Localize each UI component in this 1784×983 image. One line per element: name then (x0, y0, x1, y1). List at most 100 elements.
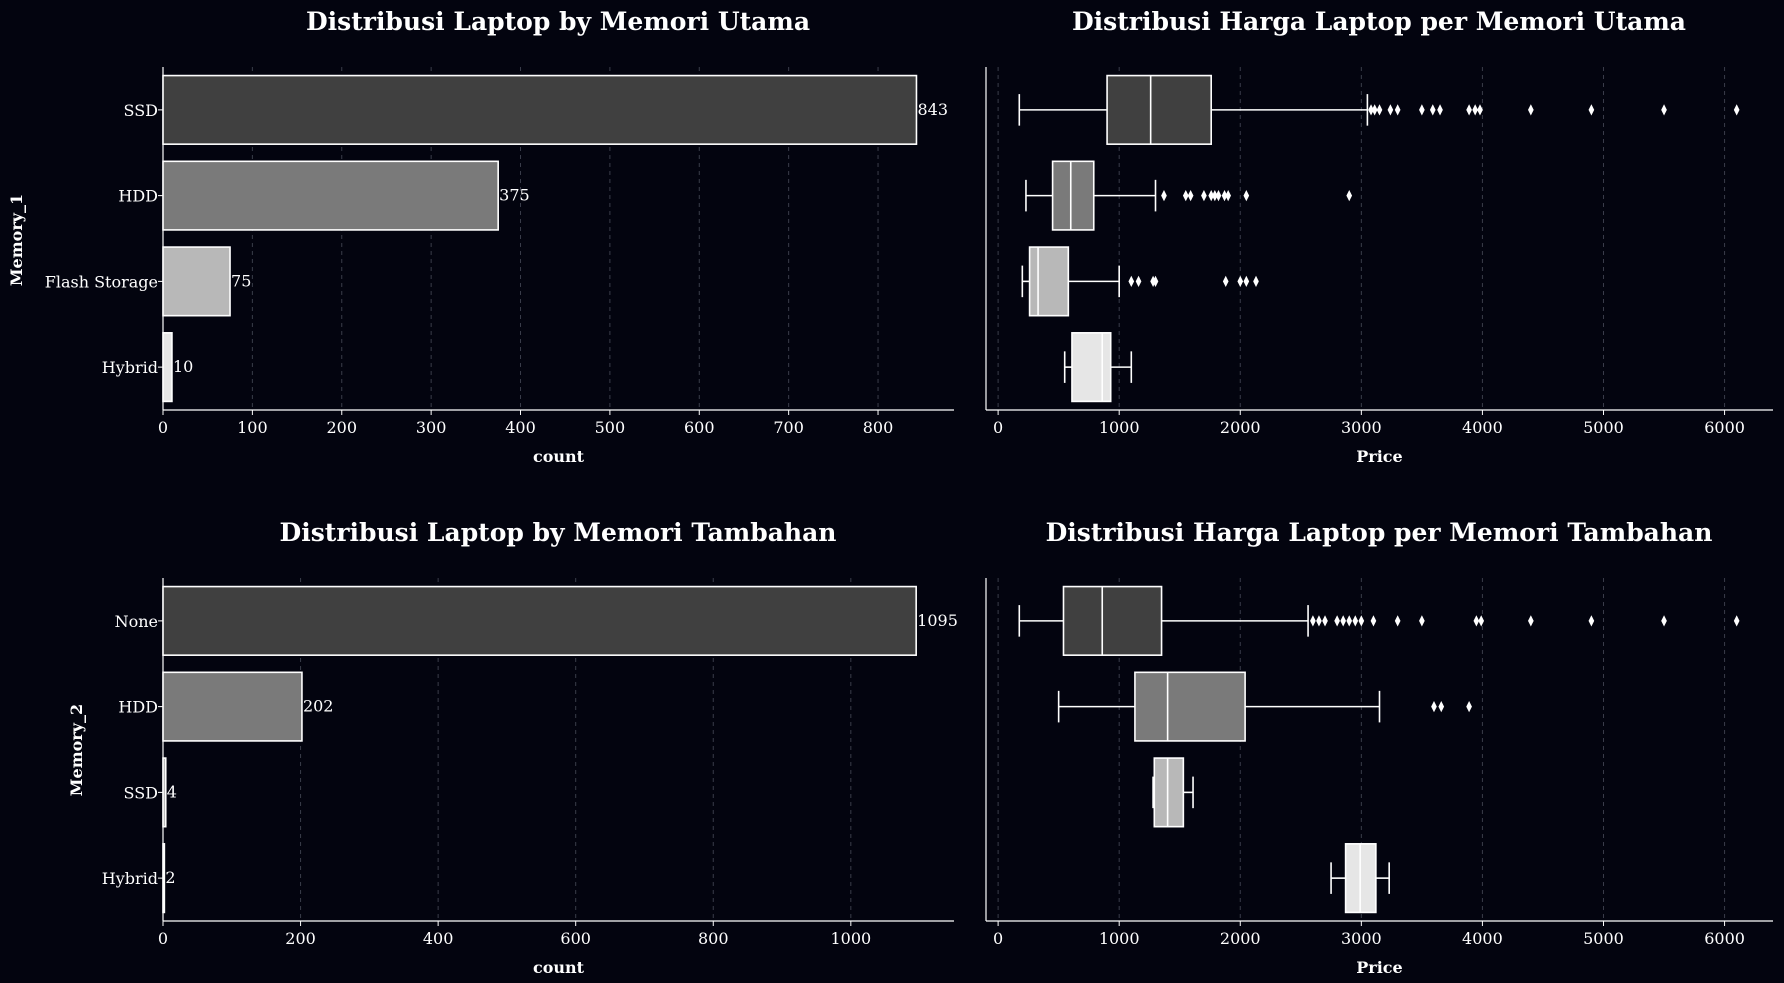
x-tick-label: 500 (595, 418, 626, 437)
outlier-point (1135, 275, 1142, 288)
outlier-point (1128, 275, 1135, 288)
outlier-point (1419, 104, 1425, 116)
outlier-point (1466, 104, 1472, 116)
outlier-point (1477, 104, 1483, 116)
outlier-point (1394, 104, 1401, 116)
outlier-point (1358, 615, 1365, 627)
y-axis-label: Memory_2 (67, 704, 86, 796)
x-tick-label: 5000 (1583, 929, 1624, 948)
bar (162, 671, 303, 742)
data-label: 202 (303, 697, 334, 716)
x-tick-label: 100 (237, 418, 268, 437)
box-ssd (1152, 757, 1194, 828)
outlier-point (1310, 615, 1316, 627)
x-tick-label: 1000 (830, 929, 871, 948)
box-hybrid (1330, 843, 1390, 914)
data-label: 75 (231, 271, 251, 290)
bar (162, 757, 167, 828)
outlier-point (1437, 104, 1443, 116)
chart-title: Distribusi Harga Laptop per Memori Tamba… (1046, 518, 1713, 547)
box-iqr (1153, 757, 1185, 828)
box-none (1018, 585, 1740, 656)
outlier-point (1340, 615, 1347, 627)
outlier-point (1237, 275, 1244, 288)
data-label: 10 (173, 357, 193, 376)
outlier-point (1528, 615, 1534, 627)
box-iqr (1051, 160, 1095, 231)
chart-panel-1: Distribusi Laptop by Memori Utama 0 100 200… (7, 7, 954, 466)
chart-title: Distribusi Laptop by Memori Utama (306, 7, 810, 36)
x-tick-label: 200 (285, 929, 316, 948)
box-iqr (1028, 246, 1070, 317)
x-tick-label: 1000 (1099, 418, 1140, 437)
x-tick-label: 6000 (1704, 418, 1745, 437)
x-tick-label: 4000 (1462, 929, 1503, 948)
box-hybrid (1063, 332, 1133, 403)
bar (162, 585, 917, 656)
chart-panel-3: Distribusi Laptop by Memori Tambahan 0 200… (67, 518, 958, 977)
x-tick-label: 800 (863, 418, 894, 437)
outlier-point (1661, 615, 1667, 627)
outlier-point (1387, 104, 1394, 116)
x-tick-label: 6000 (1704, 929, 1745, 948)
x-tick-label: 200 (326, 418, 357, 437)
outlier-point (1371, 104, 1378, 116)
data-label: 843 (917, 100, 948, 119)
x-tick-label: 2000 (1220, 418, 1261, 437)
bar (162, 160, 499, 231)
box-iqr (1106, 74, 1213, 145)
box-flash-storage (1021, 246, 1259, 317)
x-tick-label: 600 (560, 929, 591, 948)
data-label: 1095 (917, 611, 958, 630)
outlier-point (1733, 104, 1740, 116)
outlier-point (1182, 189, 1189, 202)
outlier-point (1222, 275, 1229, 288)
x-tick-label: 0 (158, 929, 168, 948)
outlier-point (1466, 700, 1472, 713)
box-iqr (1071, 332, 1112, 403)
x-tick-label: 4000 (1462, 418, 1503, 437)
bar (162, 74, 918, 145)
outlier-point (1588, 104, 1595, 116)
outlier-point (1187, 189, 1194, 202)
y-tick-label: SSD (124, 101, 158, 120)
x-tick-label: 400 (423, 929, 454, 948)
x-axis-label: Price (1356, 447, 1402, 466)
outlier-point (1215, 189, 1222, 202)
x-tick-label: 5000 (1583, 418, 1624, 437)
x-tick-label: 0 (993, 929, 1003, 948)
outlier-point (1322, 615, 1328, 627)
outlier-point (1243, 275, 1250, 288)
x-tick-label: 800 (698, 929, 729, 948)
chart-panel-4: Distribusi Harga Laptop per Memori Tamba… (985, 518, 1773, 977)
outlier-point (1243, 189, 1250, 202)
outlier-point (1161, 189, 1167, 202)
y-tick-label: Flash Storage (45, 272, 158, 291)
box-iqr (1062, 585, 1163, 656)
outlier-point (1201, 189, 1207, 202)
bar (162, 246, 231, 317)
y-tick-label: Hybrid (102, 358, 158, 377)
outlier-point (1394, 615, 1401, 627)
x-tick-label: 2000 (1220, 929, 1261, 948)
outlier-point (1346, 615, 1353, 627)
x-tick-label: 0 (993, 418, 1003, 437)
x-tick-label: 700 (773, 418, 804, 437)
outlier-point (1431, 700, 1437, 713)
outlier-point (1419, 615, 1425, 627)
outlier-point (1225, 189, 1231, 202)
bar (162, 843, 166, 914)
outlier-point (1472, 104, 1478, 116)
x-axis-label: count (533, 958, 585, 977)
box-hdd (1057, 671, 1472, 742)
outlier-point (1253, 275, 1259, 288)
box-hdd (1025, 160, 1353, 231)
y-tick-label: Hybrid (102, 869, 158, 888)
outlier-point (1316, 615, 1322, 627)
x-tick-label: 300 (416, 418, 447, 437)
outlier-point (1528, 104, 1534, 116)
outlier-point (1473, 615, 1480, 627)
outlier-point (1661, 104, 1667, 116)
box-iqr (1134, 671, 1246, 742)
chart-title: Distribusi Laptop by Memori Tambahan (280, 518, 837, 547)
